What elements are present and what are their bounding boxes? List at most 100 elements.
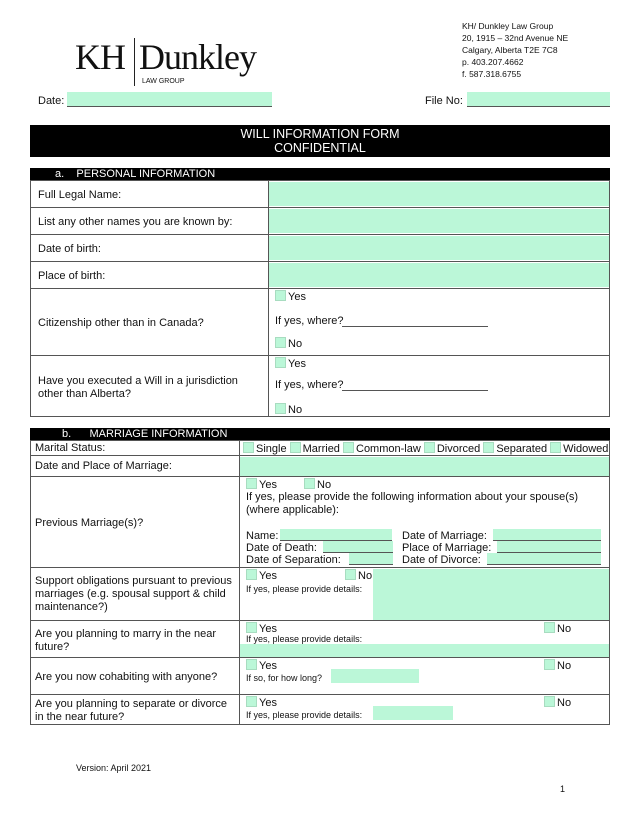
place-of-birth-label: Place of birth: bbox=[38, 270, 106, 282]
logo: KH Dunkley LAW GROUP bbox=[75, 37, 257, 86]
file-no-field[interactable] bbox=[467, 92, 610, 107]
logo-divider bbox=[134, 38, 135, 86]
version-label: Version: April 2021 bbox=[76, 763, 152, 773]
citizenship-yes[interactable]: Yes bbox=[275, 290, 306, 303]
spouse-name-field[interactable] bbox=[280, 529, 392, 541]
checkbox[interactable] bbox=[246, 478, 257, 489]
will-where-label: If yes, where? bbox=[275, 379, 344, 391]
support-label: Support obligations pursuant to previous… bbox=[35, 575, 232, 613]
title-line: WILL INFORMATION FORM bbox=[240, 127, 400, 141]
place-of-birth-field[interactable] bbox=[269, 263, 609, 287]
page-number: 1 bbox=[560, 784, 566, 794]
cohab-yes[interactable]: Yes bbox=[246, 659, 277, 672]
checkbox[interactable] bbox=[275, 403, 286, 414]
date-of-birth-label: Date of birth: bbox=[38, 243, 101, 255]
marital-status-label: Marital Status: bbox=[35, 442, 106, 454]
support-details-label: If yes, please provide details: bbox=[246, 584, 363, 594]
marry-no[interactable]: No bbox=[544, 622, 571, 635]
checkbox[interactable] bbox=[246, 659, 257, 670]
will-where-field[interactable] bbox=[342, 378, 488, 391]
date-of-marriage-field[interactable] bbox=[493, 529, 601, 541]
address-line: KH/ Dunkley Law Group bbox=[462, 21, 554, 31]
option-separated[interactable]: Separated bbox=[483, 442, 547, 455]
option-divorced[interactable]: Divorced bbox=[423, 442, 480, 455]
will-elsewhere-label: Have you executed a Will in a jurisdicti… bbox=[38, 375, 238, 400]
citizenship-label: Citizenship other than in Canada? bbox=[38, 317, 204, 329]
will-yes[interactable]: Yes bbox=[275, 357, 306, 370]
file-no-label: File No: bbox=[425, 95, 463, 107]
checkbox[interactable] bbox=[243, 442, 254, 453]
checkbox[interactable] bbox=[343, 442, 354, 453]
checkbox[interactable] bbox=[544, 659, 555, 670]
section-a-table: Full Legal Name: List any other names yo… bbox=[30, 180, 610, 417]
section-a-header: a. PERSONAL INFORMATION bbox=[30, 168, 610, 180]
support-no[interactable]: No bbox=[345, 569, 372, 582]
cohab-no[interactable]: No bbox=[544, 659, 571, 672]
other-names-field[interactable] bbox=[269, 209, 609, 233]
checkbox[interactable] bbox=[423, 442, 435, 453]
checkbox[interactable] bbox=[550, 442, 562, 453]
cohab-label: Are you now cohabiting with anyone? bbox=[35, 671, 218, 683]
date-of-separation-label: Date of Separation: bbox=[246, 554, 341, 566]
place-of-marriage-field[interactable] bbox=[497, 541, 601, 553]
checkbox[interactable] bbox=[246, 696, 257, 707]
previous-no[interactable]: No bbox=[304, 478, 331, 491]
checkbox[interactable] bbox=[544, 696, 555, 707]
checkbox[interactable] bbox=[275, 337, 286, 348]
option-single[interactable]: Single bbox=[243, 442, 287, 455]
date-of-birth-field[interactable] bbox=[269, 236, 609, 260]
date-place-marriage-field[interactable] bbox=[240, 457, 609, 476]
marry-yes[interactable]: Yes bbox=[246, 622, 277, 635]
date-of-death-label: Date of Death: bbox=[246, 542, 317, 554]
separate-no[interactable]: No bbox=[544, 696, 571, 709]
checkbox[interactable] bbox=[483, 442, 495, 453]
separate-details-field[interactable] bbox=[373, 706, 453, 720]
citizenship-where-label: If yes, where? bbox=[275, 315, 344, 327]
checkbox[interactable] bbox=[246, 569, 257, 580]
section-b-header: b. MARRIAGE INFORMATION bbox=[30, 428, 610, 440]
section-b-table: Marital Status: Single Married Common-la… bbox=[30, 440, 610, 725]
date-place-marriage-label: Date and Place of Marriage: bbox=[35, 460, 172, 472]
date-of-death-field[interactable] bbox=[323, 541, 393, 553]
checkbox[interactable] bbox=[289, 442, 301, 453]
checkbox[interactable] bbox=[544, 622, 555, 633]
support-yes[interactable]: Yes bbox=[246, 569, 277, 582]
marital-status-options: Single Married Common-law Divorced Separ… bbox=[243, 442, 608, 455]
separate-label: Are you planning to separate or divorce … bbox=[35, 698, 228, 723]
date-of-divorce-field[interactable] bbox=[487, 553, 601, 565]
place-of-marriage-label: Place of Marriage: bbox=[402, 542, 492, 554]
checkbox[interactable] bbox=[345, 569, 356, 580]
citizenship-no[interactable]: No bbox=[275, 337, 302, 350]
option-married[interactable]: Married bbox=[289, 442, 340, 455]
option-common-law[interactable]: Common-law bbox=[343, 442, 421, 455]
marry-label: Are you planning to marry in the near fu… bbox=[35, 628, 216, 653]
address-line: Calgary, Alberta T2E 7C8 bbox=[462, 45, 558, 55]
separate-yes[interactable]: Yes bbox=[246, 696, 277, 709]
checkbox[interactable] bbox=[304, 478, 315, 489]
checkbox[interactable] bbox=[275, 290, 286, 301]
date-of-divorce-label: Date of Divorce: bbox=[402, 554, 481, 566]
checkbox[interactable] bbox=[275, 357, 286, 368]
date-of-marriage-label: Date of Marriage: bbox=[402, 530, 487, 542]
full-legal-name-label: Full Legal Name: bbox=[38, 189, 122, 201]
cohab-duration-field[interactable] bbox=[331, 669, 419, 683]
form-title: WILL INFORMATION FORM CONFIDENTIAL bbox=[30, 125, 610, 157]
date-of-separation-field[interactable] bbox=[349, 553, 393, 565]
phone: p. 403.207.4662 bbox=[462, 57, 524, 67]
marry-details-field[interactable] bbox=[240, 644, 609, 657]
address-block: KH/ Dunkley Law Group 20, 1915 – 32nd Av… bbox=[462, 20, 568, 80]
full-legal-name-field[interactable] bbox=[269, 182, 609, 206]
support-details-field[interactable] bbox=[373, 569, 609, 620]
marry-details-label: If yes, please provide details: bbox=[246, 634, 363, 644]
spouse-name-label: Name: bbox=[246, 530, 279, 542]
checkbox[interactable] bbox=[246, 622, 257, 633]
option-widowed[interactable]: Widowed bbox=[550, 442, 608, 455]
date-label: Date: bbox=[38, 95, 65, 107]
will-no[interactable]: No bbox=[275, 403, 302, 416]
previous-marriages-label: Previous Marriage(s)? bbox=[35, 517, 144, 529]
other-names-label: List any other names you are known by: bbox=[38, 216, 233, 228]
date-field[interactable] bbox=[67, 92, 272, 107]
previous-yes[interactable]: Yes bbox=[246, 478, 277, 491]
citizenship-where-field[interactable] bbox=[342, 314, 488, 327]
fax: f. 587.318.6755 bbox=[462, 69, 522, 79]
